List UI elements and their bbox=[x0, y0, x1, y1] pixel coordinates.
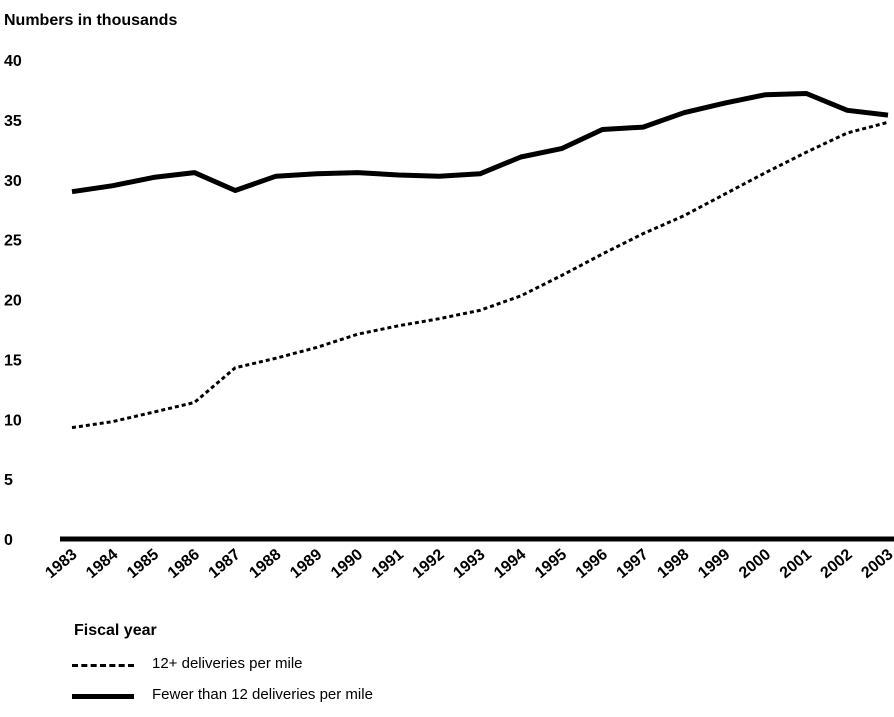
y-axis-title: Numbers in thousands bbox=[4, 12, 178, 29]
x-tick-label: 1986 bbox=[165, 546, 203, 582]
y-tick-label: 5 bbox=[4, 472, 13, 489]
x-tick-label: 1983 bbox=[42, 546, 80, 582]
series-line-0 bbox=[71, 120, 889, 430]
x-tick-label: 1999 bbox=[695, 546, 733, 582]
x-tick-label: 1987 bbox=[206, 546, 244, 582]
legend-swatch-dashed bbox=[72, 664, 134, 667]
y-tick-label: 20 bbox=[4, 293, 22, 310]
y-tick-label: 30 bbox=[4, 173, 22, 190]
x-tick-label: 2002 bbox=[818, 546, 856, 582]
x-tick-label: 1992 bbox=[410, 546, 448, 582]
x-tick-label: 1990 bbox=[328, 546, 366, 582]
x-tick-label: 1984 bbox=[83, 546, 121, 582]
legend-label-12plus: 12+ deliveries per mile bbox=[152, 655, 303, 672]
x-tick-label: 1991 bbox=[369, 546, 407, 582]
x-tick-label: 1994 bbox=[491, 546, 529, 582]
legend-swatch-solid bbox=[72, 694, 134, 699]
x-axis-title: Fiscal year bbox=[74, 622, 157, 639]
y-tick-label: 35 bbox=[4, 113, 22, 130]
series-line-1 bbox=[71, 91, 889, 195]
x-tick-label: 1997 bbox=[614, 546, 652, 582]
y-tick-label: 0 bbox=[4, 532, 13, 549]
x-tick-label: 2001 bbox=[777, 546, 815, 582]
x-tick-label: 1989 bbox=[287, 546, 325, 582]
series-lines bbox=[71, 91, 889, 430]
y-tick-label: 10 bbox=[4, 412, 22, 429]
x-tick-label: 2003 bbox=[858, 546, 894, 582]
legend-item-fewer-than-12: Fewer than 12 deliveries per mile bbox=[72, 684, 472, 708]
y-tick-label: 25 bbox=[4, 233, 22, 250]
x-tick-label: 2000 bbox=[736, 546, 774, 582]
x-tick-label: 1996 bbox=[573, 546, 611, 582]
y-tick-label: 15 bbox=[4, 352, 22, 369]
x-tick-label: 1993 bbox=[450, 546, 488, 582]
legend-label-fewer-than-12: Fewer than 12 deliveries per mile bbox=[152, 686, 373, 703]
x-tick-label: 1995 bbox=[532, 546, 570, 582]
x-tick-label: 1988 bbox=[246, 546, 284, 582]
y-tick-labels: 0 5 10 15 20 25 30 35 40 bbox=[4, 53, 22, 549]
y-tick-label: 40 bbox=[4, 53, 22, 70]
x-tick-label: 1985 bbox=[124, 546, 162, 582]
x-tick-label: 1998 bbox=[654, 546, 692, 582]
legend-item-12plus: 12+ deliveries per mile bbox=[72, 653, 472, 677]
x-tick-labels: 1983 1984 1985 1986 1987 1988 1989 1990 1991 1992… bbox=[42, 546, 894, 582]
